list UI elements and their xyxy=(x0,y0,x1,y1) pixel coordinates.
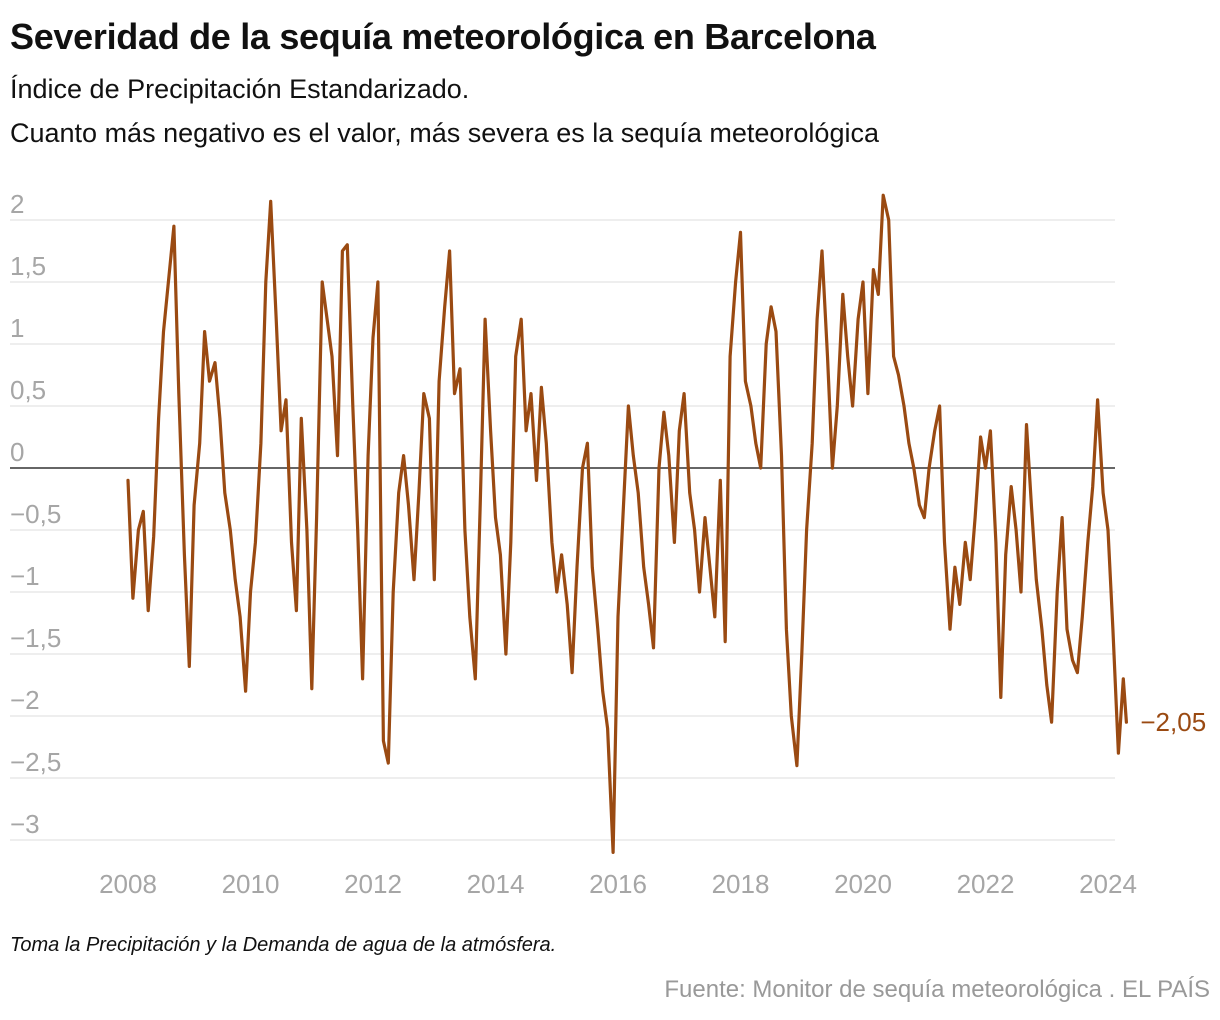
x-tick-label: 2016 xyxy=(589,869,647,899)
last-value-label: −2,05 xyxy=(1140,707,1206,737)
y-tick-label: 0,5 xyxy=(10,375,46,405)
spi-series-line xyxy=(126,193,1128,854)
x-tick-label: 2014 xyxy=(467,869,525,899)
x-tick-label: 2024 xyxy=(1079,869,1137,899)
source-credit: Fuente: Monitor de sequía meteorológica … xyxy=(664,976,1210,1003)
y-tick-label: 2 xyxy=(10,189,24,219)
x-tick-label: 2012 xyxy=(344,869,402,899)
x-tick-label: 2010 xyxy=(222,869,280,899)
x-axis-tick-labels: 2008 2010 2012 2014 2016 2018 2020 2022 2024 xyxy=(99,869,1137,899)
chart-title: Severidad de la sequía meteorológica en … xyxy=(10,16,876,57)
chart-subtitle-line1: Índice de Precipitación Estandarizado. xyxy=(10,74,470,104)
spi-line-chart: 2 1,5 1 0,5 0 −0,5 −1 −1,5 −2 −2,5 −3 2008 2010 2012… xyxy=(10,189,1206,899)
y-tick-label: 1 xyxy=(10,313,24,343)
y-tick-label: −3 xyxy=(10,809,40,839)
x-tick-label: 2022 xyxy=(957,869,1015,899)
y-tick-label: −1 xyxy=(10,561,40,591)
y-tick-label: −0,5 xyxy=(10,499,61,529)
y-tick-label: −2,5 xyxy=(10,747,61,777)
x-tick-label: 2018 xyxy=(712,869,770,899)
y-tick-label: −2 xyxy=(10,685,40,715)
y-tick-label: −1,5 xyxy=(10,623,61,653)
chart-subtitle-line2: Cuanto más negativo es el valor, más sev… xyxy=(10,118,879,148)
methodology-note: Toma la Precipitación y la Demanda de ag… xyxy=(10,934,557,956)
x-tick-label: 2008 xyxy=(99,869,157,899)
y-tick-label: 0 xyxy=(10,437,24,467)
y-axis-tick-labels: 2 1,5 1 0,5 0 −0,5 −1 −1,5 −2 −2,5 −3 xyxy=(10,189,61,839)
y-tick-label: 1,5 xyxy=(10,251,46,281)
grid-lines xyxy=(10,219,1115,841)
x-tick-label: 2020 xyxy=(834,869,892,899)
